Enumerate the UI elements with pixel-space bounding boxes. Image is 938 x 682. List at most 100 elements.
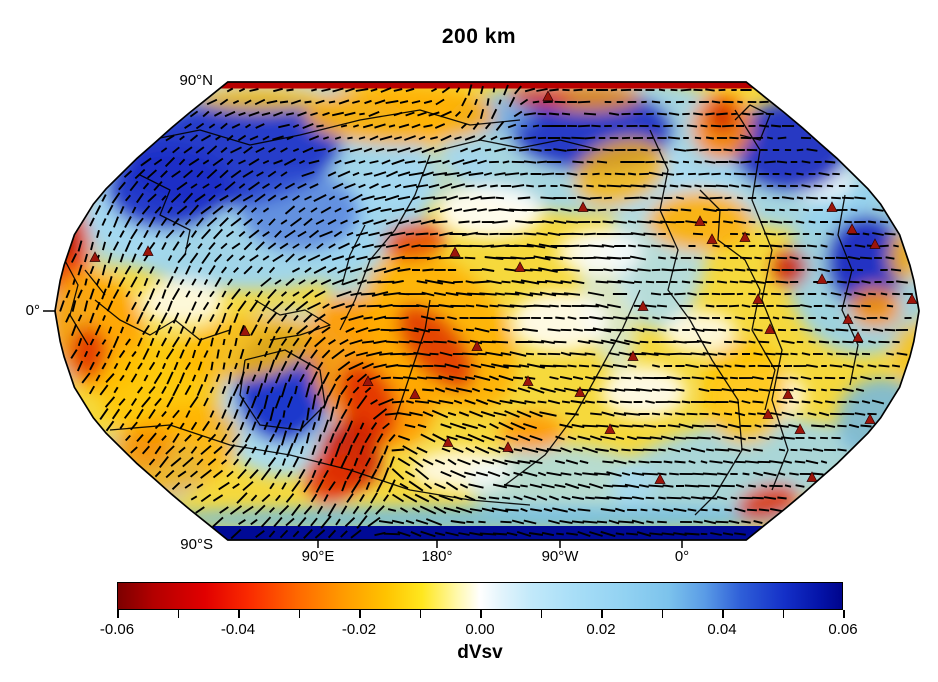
anomaly-blob	[465, 445, 655, 521]
hotspot-triangle	[816, 273, 828, 284]
lon-label-0-left: 0°	[25, 302, 40, 319]
hotspot-triangles	[89, 90, 919, 484]
hotspot-triangle	[627, 350, 639, 361]
colorbar-minor-tick	[419, 610, 422, 618]
hotspot-triangle	[514, 261, 526, 272]
hotspot-triangle	[502, 441, 514, 452]
anomaly-blob	[397, 303, 475, 391]
world-tomography-map	[43, 81, 920, 548]
hotspot-triangle	[362, 375, 374, 386]
colorbar-tick-label: -0.02	[341, 621, 377, 638]
lat-label-90s: 90°S	[180, 536, 213, 553]
hotspot-triangle	[899, 173, 911, 184]
hotspot-triangle	[577, 201, 589, 212]
colorbar-minor-tick	[843, 610, 845, 618]
lon-label-180: 180°	[421, 548, 453, 565]
colorbar-tick-label: -0.04	[220, 621, 256, 638]
boundary-line	[504, 289, 641, 486]
colorbar-tick-label: -0.06	[99, 621, 135, 638]
colorbar-minor-tick	[601, 610, 603, 618]
hotspot-triangle	[894, 423, 906, 434]
anomaly-blob	[69, 326, 107, 378]
hotspot-triangle	[706, 233, 718, 244]
figure-title: 200 km	[441, 25, 517, 48]
boundary-line	[837, 194, 859, 386]
boundary-line	[439, 139, 601, 151]
hotspot-triangle	[782, 388, 794, 399]
hotspot-triangle	[752, 293, 764, 304]
hotspot-triangle	[906, 293, 918, 304]
lon-label-90w: 90°W	[541, 548, 579, 565]
boundary-line	[649, 129, 743, 516]
anomaly-blob	[140, 279, 224, 325]
hotspot-triangle	[89, 251, 101, 262]
boundary-line	[84, 269, 106, 296]
hotspot-triangle	[762, 408, 774, 419]
boundary-line	[94, 299, 231, 341]
boundary-line	[394, 299, 431, 421]
hotspot-triangle	[764, 323, 776, 334]
hotspot-triangle	[574, 386, 586, 397]
hotspot-triangle	[542, 90, 554, 101]
colorbar-minor-tick	[540, 610, 543, 618]
hotspot-triangle	[449, 246, 461, 257]
hotspot-triangle	[604, 423, 616, 434]
colorbar-minor-tick	[359, 610, 361, 618]
anomaly-blob	[707, 100, 737, 134]
colorbar-minor-tick	[661, 610, 664, 618]
anomaly-blob	[438, 186, 542, 238]
lat-label-90n: 90°N	[179, 72, 213, 89]
anomaly-blob	[889, 230, 919, 282]
hotspot-triangle	[694, 215, 706, 226]
hotspot-triangle	[654, 473, 666, 484]
hotspot-triangle	[522, 375, 534, 386]
lon-label-90e: 90°E	[301, 548, 335, 565]
anomaly-blob	[573, 137, 667, 207]
hotspot-triangle	[806, 471, 818, 482]
colorbar-minor-tick	[117, 610, 119, 618]
map-outline	[54, 81, 920, 541]
colorbar-minor-tick	[238, 610, 240, 618]
anomaly-blob	[826, 215, 906, 309]
anisotropy-dashes	[59, 84, 913, 540]
hotspot-triangle	[909, 241, 919, 252]
hotspot-triangle	[739, 231, 751, 242]
hotspot-triangle	[846, 223, 858, 234]
colorbar-tick-label: 0.06	[828, 621, 858, 638]
hotspot-triangle	[897, 221, 909, 232]
map-edge-ticks	[43, 310, 683, 548]
anomaly-blob	[602, 366, 686, 418]
hotspot-triangle	[239, 325, 251, 336]
hotspot-triangle	[142, 245, 154, 256]
colorbar-tick-label: 0.00	[465, 621, 495, 638]
colorbar-minor-tick	[722, 610, 724, 618]
anomaly-blob	[305, 85, 495, 145]
hotspot-triangle	[637, 300, 649, 311]
lon-label-0: 0°	[674, 548, 690, 565]
hotspot-triangle	[842, 313, 854, 324]
anomaly-blob	[412, 449, 512, 491]
boundary-line	[149, 109, 521, 146]
colorbar-minor-tick	[177, 610, 180, 618]
colorbar-tick-label: 0.04	[707, 621, 737, 638]
map-clip-group	[55, 82, 919, 540]
boundary-line	[734, 109, 789, 491]
hotspot-triangle	[869, 238, 881, 249]
colorbar-gradient-bar	[117, 582, 843, 610]
hotspot-triangle	[864, 413, 876, 424]
anomaly-blob	[383, 221, 447, 261]
hotspot-triangle	[442, 436, 454, 447]
boundary-line	[699, 189, 776, 411]
hotspot-triangle	[471, 340, 483, 351]
anomaly-blob	[55, 145, 92, 219]
hotspot-triangle	[794, 423, 806, 434]
colorbar-axis-label: dVsv	[457, 642, 503, 663]
hotspot-triangle	[409, 388, 421, 399]
north-edge-stripe	[200, 82, 775, 89]
boundary-line	[61, 254, 89, 346]
anomaly-blob	[500, 413, 564, 451]
anomaly-blob	[512, 292, 608, 352]
colorbar-minor-tick	[298, 610, 301, 618]
anomaly-blob	[106, 146, 230, 230]
